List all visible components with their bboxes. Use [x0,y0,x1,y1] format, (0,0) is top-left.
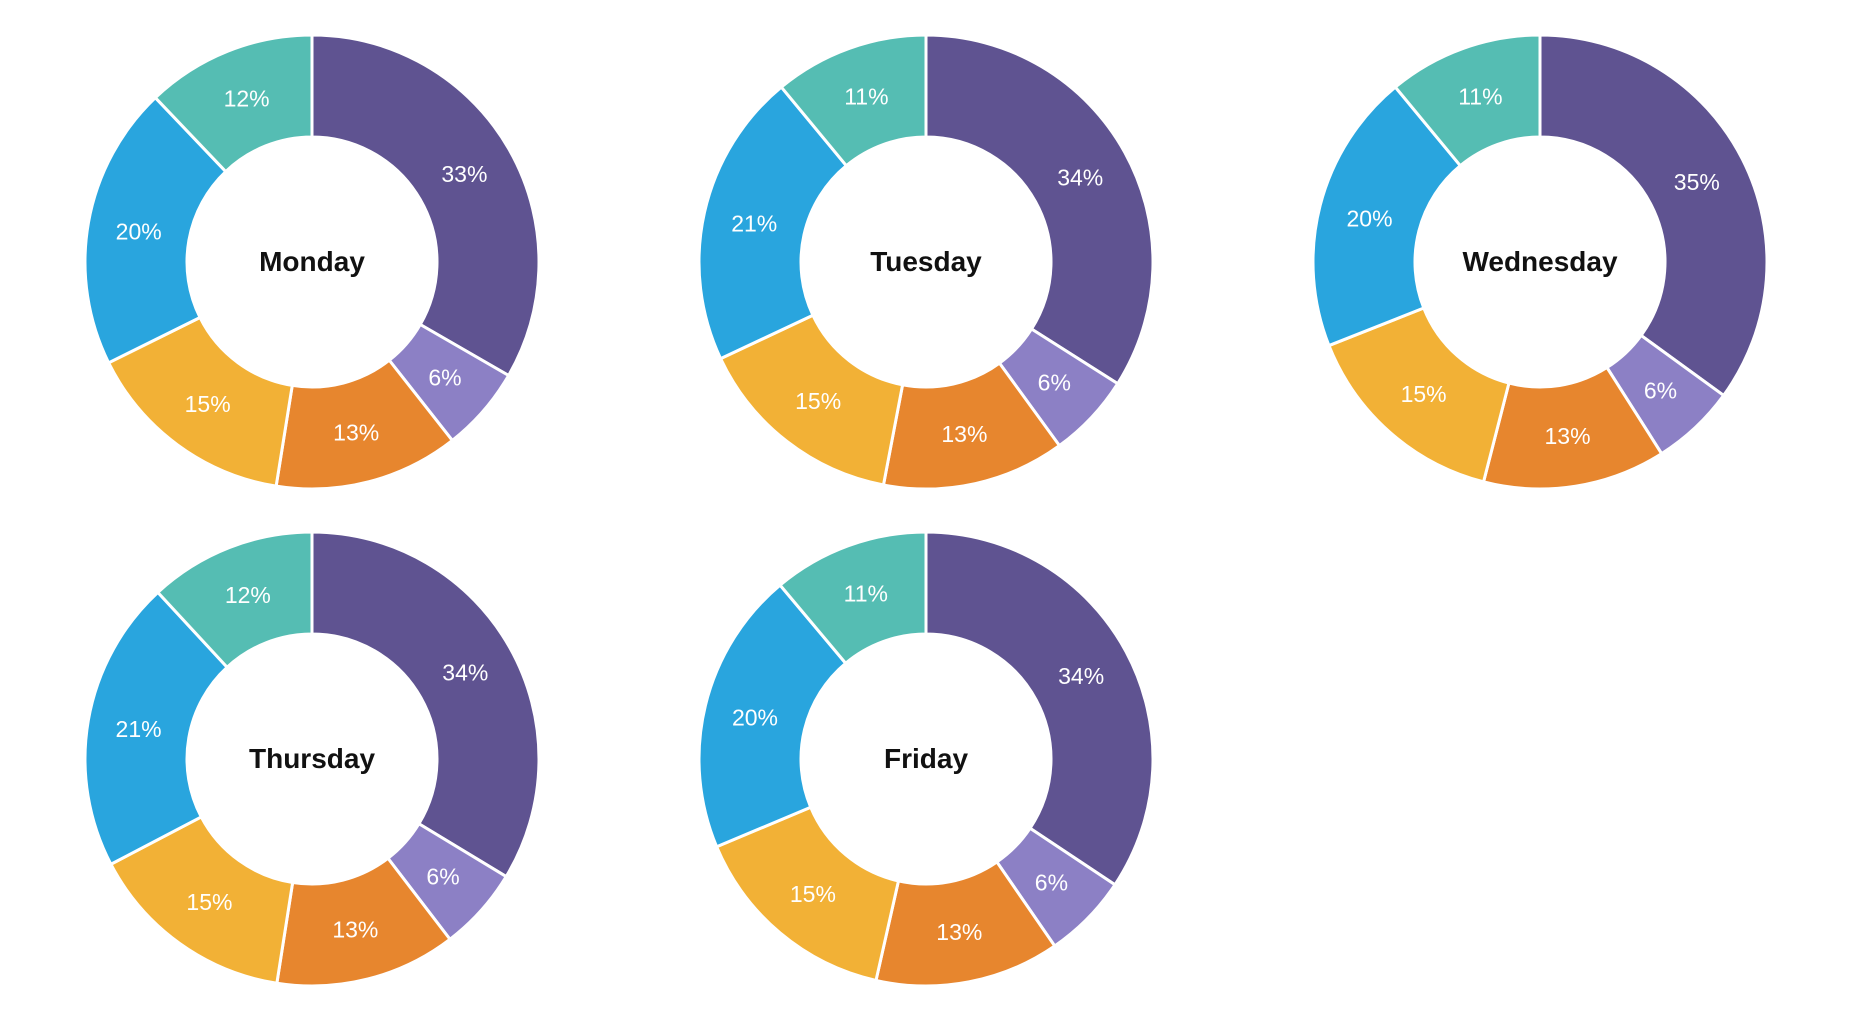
donut-chart-monday: 33% 6% 13% 15% 20% 12% Monday [5,13,619,510]
donut-slice [1327,306,1511,483]
donut-slice [778,531,928,665]
slice-label: 15% [795,388,841,414]
chart-wrap-tuesday: 34% 6% 13% 15% 21% 11% Tuesday [699,34,1153,489]
empty-grid-cell [1233,510,1847,1007]
friday-donut-svg: 34% 6% 13% 15% 20% 11% [699,531,1153,986]
slice-label: 15% [185,390,231,416]
wednesday-donut-svg: 35% 6% 13% 15% 20% 11% [1313,34,1767,489]
slice-label: 6% [1035,869,1068,895]
slice-label: 15% [1401,381,1447,407]
thursday-donut-svg: 34% 6% 13% 15% 21% 12% [85,531,539,986]
slice-label: 11% [1458,83,1502,109]
donut-slice [107,315,294,488]
donut-slice [310,531,539,878]
slice-label: 11% [844,580,888,606]
slice-label: 6% [1038,369,1071,395]
donut-chart-friday: 34% 6% 13% 15% 20% 11% Friday [619,510,1233,1007]
slice-label: 12% [224,85,270,111]
donut-slice [924,531,1153,886]
donut-slice [699,85,848,360]
slice-label: 34% [1057,164,1103,190]
slice-label: 6% [426,863,459,889]
slice-label: 20% [1347,205,1393,231]
donut-slice [924,34,1153,385]
donut-slice [85,95,228,364]
donut-chart-wednesday: 35% 6% 13% 15% 20% 11% Wednesday [1233,13,1847,510]
donut-slice [1393,34,1542,167]
chart-wrap-friday: 34% 6% 13% 15% 20% 11% Friday [699,531,1153,986]
donut-slice [715,805,900,982]
slice-label: 35% [1674,169,1720,195]
donut-slice [310,34,539,377]
donut-slice [156,531,314,669]
slice-label: 33% [441,161,487,187]
slice-label: 11% [844,83,888,109]
donut-chart-tuesday: 34% 6% 13% 15% 21% 11% Tuesday [619,13,1233,510]
donut-slice [153,34,314,173]
monday-donut-svg: 33% 6% 13% 15% 20% 12% [85,34,539,489]
donut-slice [779,34,928,167]
tuesday-donut-svg: 34% 6% 13% 15% 21% 11% [699,34,1153,489]
slice-label: 13% [1545,422,1591,448]
slice-label: 34% [1058,662,1104,688]
slice-label: 20% [732,704,778,730]
chart-wrap-monday: 33% 6% 13% 15% 20% 12% Monday [85,34,539,489]
donut-slice [1313,85,1462,347]
slice-label: 21% [116,716,162,742]
slice-label: 21% [731,210,777,236]
donut-chart-thursday: 34% 6% 13% 15% 21% 12% Thursday [5,510,619,1007]
chart-wrap-thursday: 34% 6% 13% 15% 21% 12% Thursday [85,531,539,986]
donut-slice [699,583,848,848]
slice-label: 12% [225,582,271,608]
slice-label: 6% [1644,377,1677,403]
slice-label: 6% [428,364,461,390]
slice-label: 13% [936,918,982,944]
slice-label: 15% [186,889,232,915]
chart-wrap-wednesday: 35% 6% 13% 15% 20% 11% Wednesday [1313,34,1767,489]
donut-slice [85,590,229,866]
slice-label: 34% [442,659,488,685]
slice-label: 13% [941,420,987,446]
donut-slice [719,313,905,486]
slice-label: 13% [332,916,378,942]
slice-label: 13% [333,419,379,445]
slice-label: 15% [790,880,836,906]
slice-label: 20% [116,218,162,244]
donut-slice [1538,34,1767,397]
